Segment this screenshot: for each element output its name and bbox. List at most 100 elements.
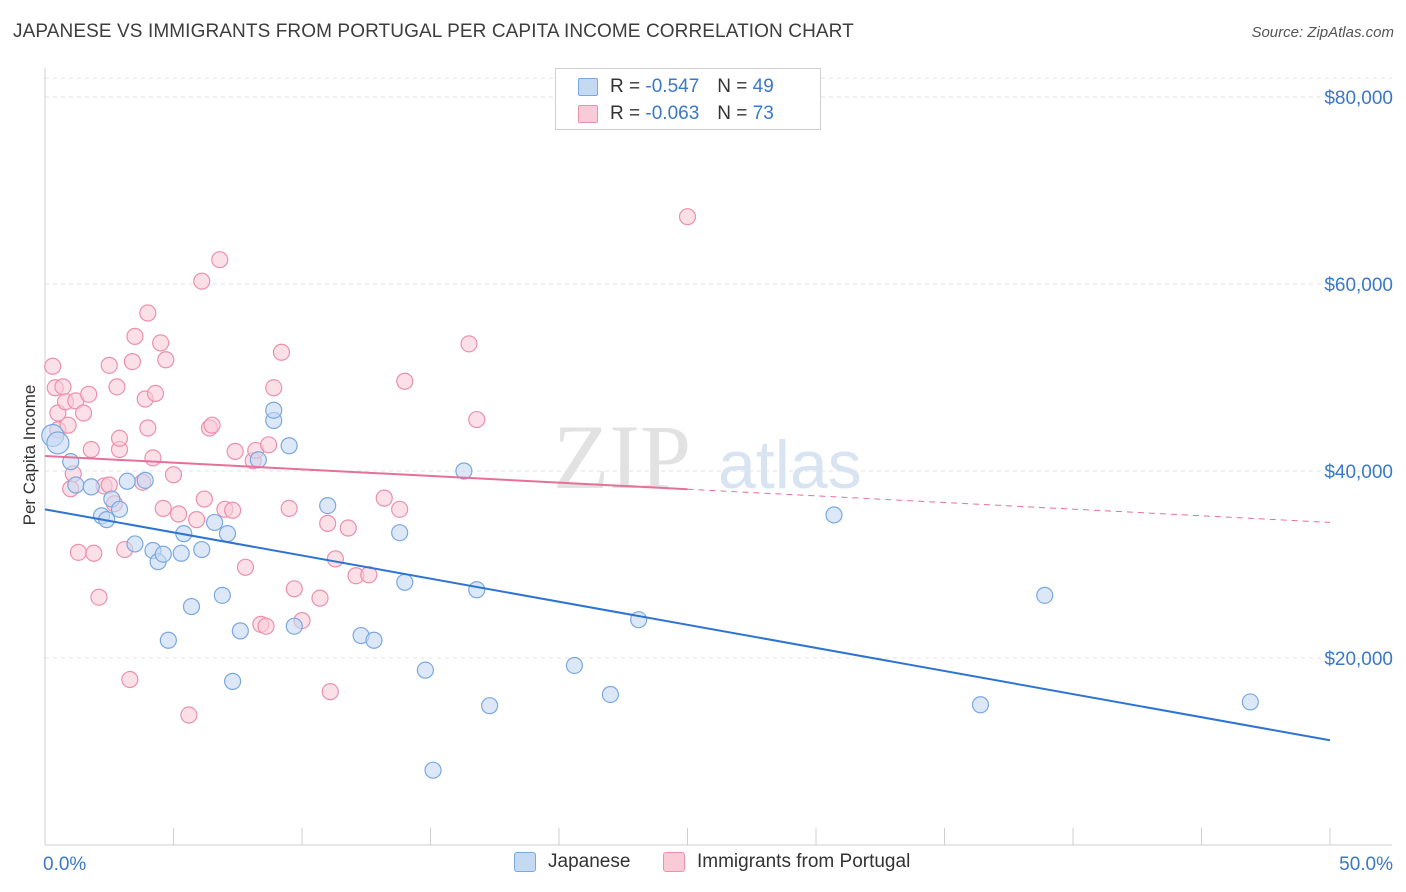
legend-swatch-japanese bbox=[578, 78, 598, 96]
japanese-point bbox=[46, 431, 70, 455]
portugal-point bbox=[396, 372, 414, 390]
portugal-point bbox=[121, 670, 139, 689]
portugal-point bbox=[280, 499, 298, 517]
portugal-point bbox=[139, 419, 157, 437]
portugal-point bbox=[146, 384, 165, 402]
japanese-point bbox=[172, 544, 190, 562]
portugal-point bbox=[211, 251, 229, 269]
legend-r-label: R = bbox=[610, 103, 641, 124]
japanese-point bbox=[319, 496, 337, 515]
portugal-point bbox=[460, 335, 478, 353]
japanese-point bbox=[159, 631, 177, 649]
japanese-point bbox=[265, 401, 283, 419]
chart-title: JAPANESE VS IMMIGRANTS FROM PORTUGAL PER… bbox=[13, 21, 854, 42]
legend-r-portugal: -0.063 bbox=[645, 103, 700, 124]
watermark: ZIP atlas bbox=[553, 406, 862, 508]
legend-n-portugal: 73 bbox=[752, 103, 774, 124]
portugal-point bbox=[236, 558, 255, 576]
portugal-point bbox=[180, 706, 198, 724]
portugal-point bbox=[108, 378, 126, 396]
y-tick-label: $40,000 bbox=[1324, 462, 1393, 483]
legend-swatch-portugal bbox=[578, 105, 598, 123]
japanese-point bbox=[416, 661, 434, 679]
japanese-point bbox=[565, 656, 584, 675]
japanese-point bbox=[391, 524, 409, 542]
portugal-point bbox=[110, 429, 129, 447]
portugal-point bbox=[54, 378, 72, 396]
japanese-point bbox=[396, 573, 414, 591]
japanese-point bbox=[224, 672, 242, 690]
portugal-point bbox=[224, 501, 242, 519]
bottom-legend-portugal: Immigrants from Portugal bbox=[663, 851, 910, 873]
portugal-point bbox=[272, 343, 291, 361]
portugal-point bbox=[678, 208, 697, 226]
japanese-point bbox=[118, 472, 136, 490]
japanese-point bbox=[280, 437, 298, 455]
portugal-point bbox=[468, 410, 486, 429]
japanese-point bbox=[67, 476, 85, 494]
portugal-point bbox=[154, 499, 172, 517]
portugal-point bbox=[339, 519, 357, 537]
bottom-legend-swatch-japanese bbox=[514, 852, 536, 872]
x-tick-label: 50.0% bbox=[1339, 854, 1393, 875]
portugal-point bbox=[100, 356, 118, 374]
japanese-point bbox=[249, 451, 267, 469]
japanese-point bbox=[62, 453, 80, 471]
bottom-legend-japanese: Japanese bbox=[514, 851, 630, 873]
japanese-point bbox=[136, 471, 154, 489]
watermark-zip: ZIP bbox=[553, 406, 691, 508]
japanese-point bbox=[1036, 586, 1054, 604]
trend-lines bbox=[44, 455, 1331, 742]
portugal-point bbox=[85, 544, 103, 562]
legend-n-label: N = bbox=[717, 103, 748, 124]
portugal-point bbox=[152, 334, 170, 352]
legend-r-label: R = bbox=[610, 76, 641, 97]
legend-n-label: N = bbox=[717, 76, 748, 97]
portugal-point bbox=[82, 440, 100, 459]
japanese-points bbox=[41, 401, 1259, 779]
portugal-point bbox=[69, 543, 88, 561]
legend-row-portugal: R = -0.063 N = 73 bbox=[578, 101, 774, 127]
portugal-point bbox=[265, 379, 283, 397]
portugal-point bbox=[100, 476, 118, 494]
japanese-point bbox=[110, 500, 129, 518]
japanese-point bbox=[481, 697, 499, 715]
correlation-legend: R = -0.547 N = 49 R = -0.063 N = 73 bbox=[555, 68, 821, 130]
portugal-point bbox=[90, 588, 108, 606]
tick-labels: $20,000 $40,000 $60,000 $80,000 0.0% 50.0% bbox=[43, 88, 1393, 875]
japanese-point bbox=[193, 540, 211, 559]
japanese-point bbox=[365, 631, 383, 649]
portugal-point bbox=[326, 550, 345, 568]
y-tick-label: $80,000 bbox=[1324, 88, 1393, 109]
japanese-point bbox=[971, 696, 990, 714]
japanese-point bbox=[601, 685, 620, 704]
portugal-point bbox=[123, 353, 141, 371]
portugal-point bbox=[259, 436, 278, 454]
portugal-point bbox=[170, 505, 188, 523]
portugal-point bbox=[375, 489, 393, 507]
portugal-point bbox=[80, 385, 98, 403]
japanese-point bbox=[82, 478, 100, 496]
portugal-trend-line bbox=[44, 455, 688, 491]
legend-row-japanese: R = -0.547 N = 49 bbox=[578, 74, 774, 100]
bottom-legend-label-portugal: Immigrants from Portugal bbox=[697, 851, 911, 872]
japanese-point bbox=[424, 761, 442, 779]
portugal-point bbox=[319, 514, 337, 532]
portugal-point bbox=[157, 351, 175, 369]
japanese-trend-line bbox=[44, 508, 1331, 742]
portugal-point bbox=[226, 442, 244, 460]
portugal-point bbox=[195, 490, 213, 508]
japanese-point bbox=[825, 506, 843, 524]
y-tick-label: $60,000 bbox=[1324, 275, 1393, 296]
japanese-point bbox=[218, 525, 237, 543]
japanese-point bbox=[154, 545, 172, 563]
portugal-point bbox=[164, 466, 183, 484]
bottom-legend-swatch-portugal bbox=[663, 852, 685, 872]
x-tick-label: 0.0% bbox=[43, 854, 86, 875]
bottom-legend-label-japanese: Japanese bbox=[548, 851, 631, 872]
japanese-point bbox=[206, 513, 224, 532]
portugal-point bbox=[144, 449, 162, 467]
portugal-point bbox=[203, 416, 221, 434]
legend-r-japanese: -0.547 bbox=[645, 76, 700, 97]
